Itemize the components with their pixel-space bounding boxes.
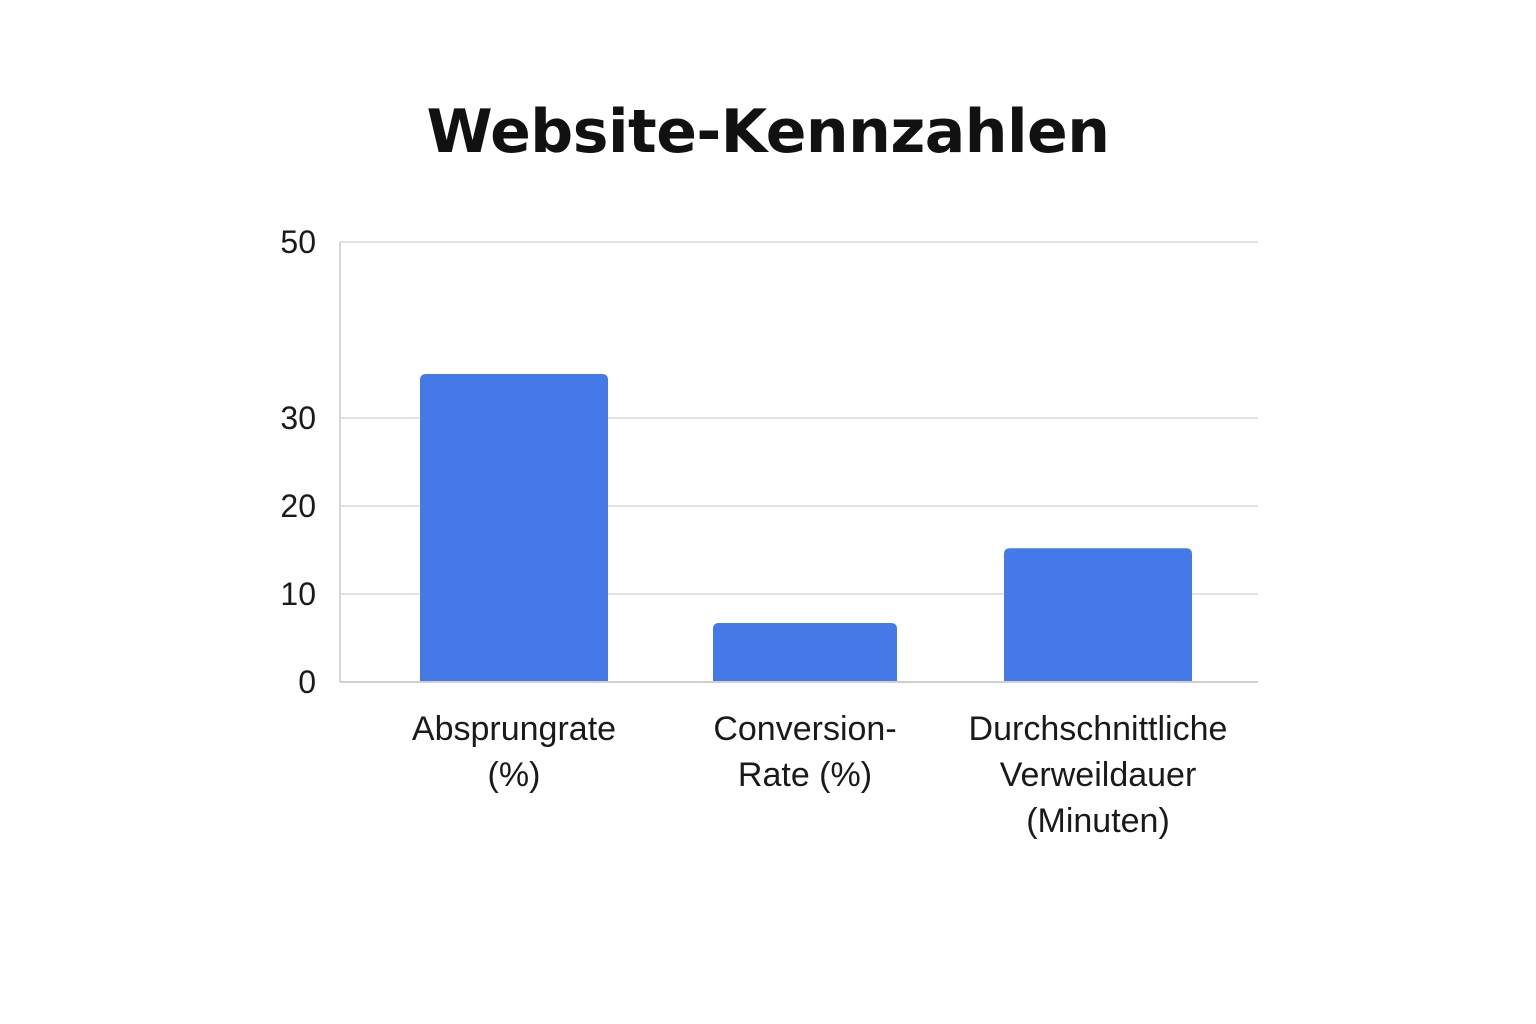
x-category-label: Durchschnittliche Verweildauer (Minuten) xyxy=(969,710,1228,840)
bar xyxy=(713,623,897,682)
y-tick-label: 0 xyxy=(298,664,316,700)
bar xyxy=(1004,548,1192,682)
y-tick-label: 10 xyxy=(280,576,316,612)
y-tick-label: 30 xyxy=(280,400,316,436)
axes xyxy=(339,242,1258,683)
x-category-label: Absprungrate (%) xyxy=(412,710,616,794)
y-tick-labels: 0 10 20 30 50 xyxy=(280,224,316,700)
y-tick-label: 20 xyxy=(280,488,316,524)
bars xyxy=(420,374,1192,682)
y-tick-label: 50 xyxy=(280,224,316,260)
bar xyxy=(420,374,608,682)
x-category-label: Conversion-Rate (%) xyxy=(713,710,896,794)
chart-title: Website-Kennzahlen xyxy=(426,97,1110,167)
x-category-labels: Absprungrate (%) Conversion-Rate (%) Durchs… xyxy=(412,710,1228,840)
